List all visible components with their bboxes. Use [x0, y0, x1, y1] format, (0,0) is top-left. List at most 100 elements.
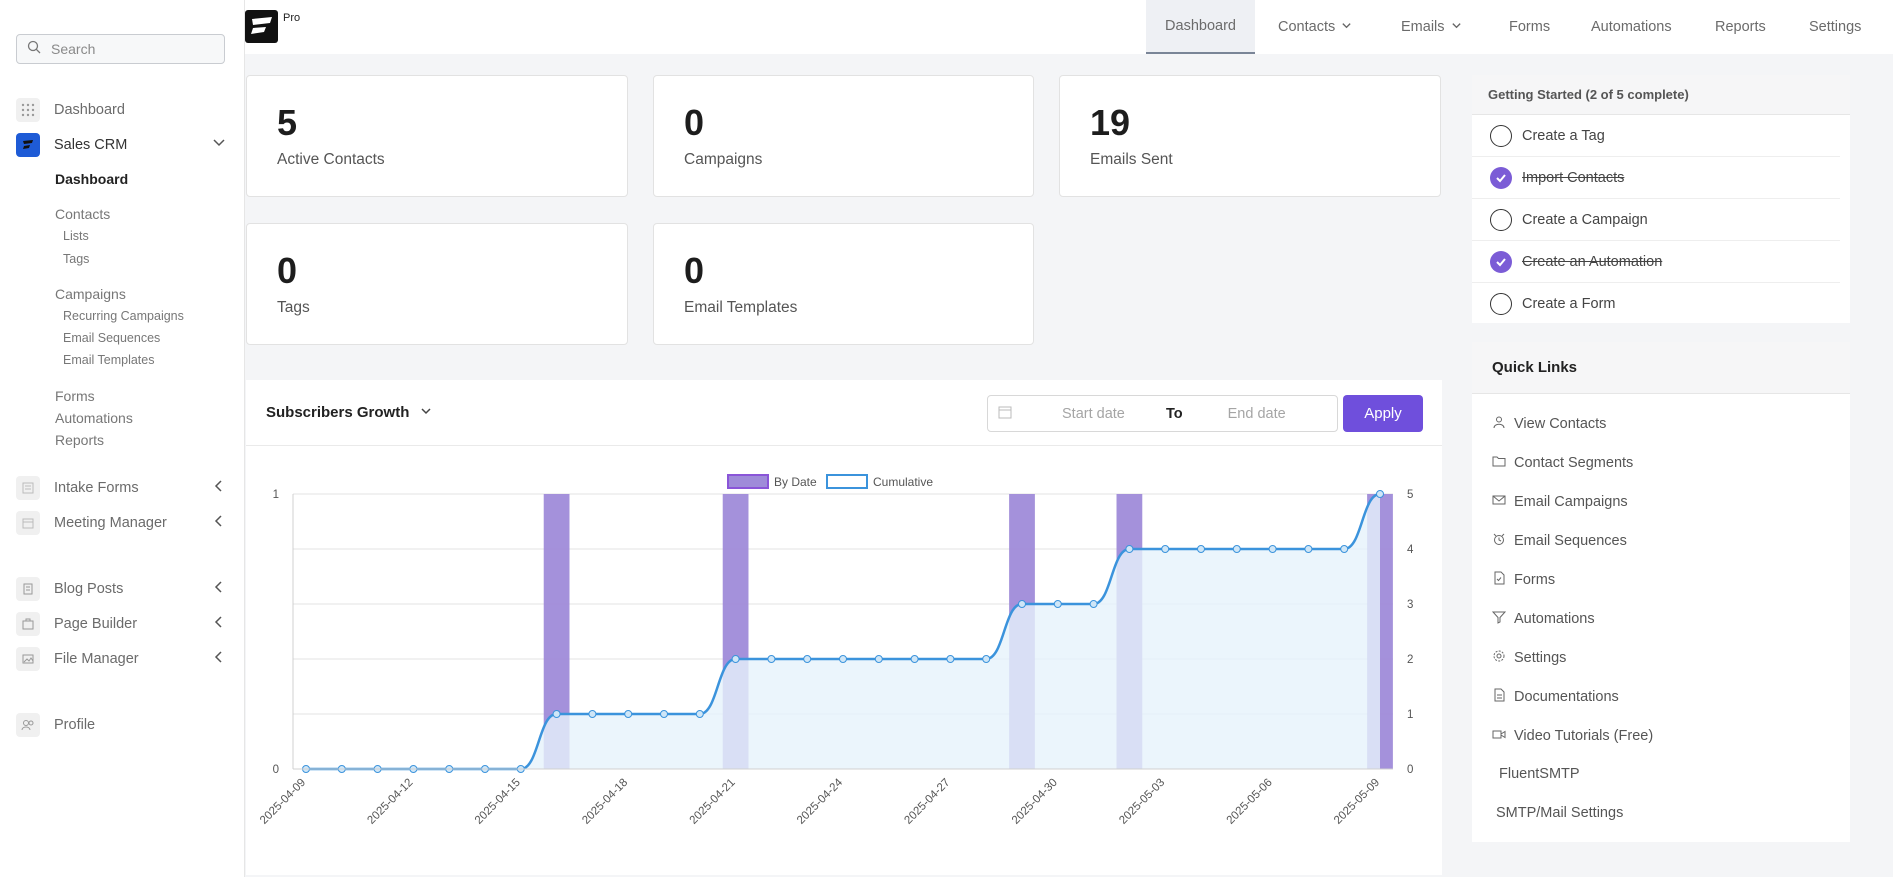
task-label: Create an Automation: [1522, 253, 1663, 270]
cumulative-point: [839, 655, 847, 663]
sidebar-lists[interactable]: Lists: [63, 229, 89, 243]
cumulative-point: [1018, 600, 1026, 608]
sidebar-item-intake-forms[interactable]: Intake Forms: [16, 475, 226, 501]
link-label: Email Campaigns: [1514, 494, 1628, 510]
cumulative-point: [1376, 490, 1384, 498]
nav-emails[interactable]: Emails: [1401, 0, 1462, 54]
cumulative-point: [1340, 545, 1349, 553]
x-tick-label: 2025-04-09: [258, 777, 308, 827]
stat-card-email-templates[interactable]: 0 Email Templates: [653, 223, 1034, 345]
sidebar-reports[interactable]: Reports: [55, 432, 105, 448]
nav-dashboard[interactable]: Dashboard: [1146, 0, 1255, 54]
nav-reports[interactable]: Reports: [1715, 0, 1766, 54]
sidebar-contacts[interactable]: Contacts: [55, 206, 111, 222]
sidebar-campaigns[interactable]: Campaigns: [55, 286, 126, 302]
end-date-input[interactable]: End date: [1227, 405, 1286, 422]
task-create-automation[interactable]: Create an Automation: [1472, 241, 1840, 283]
link-fluentsmtp[interactable]: FluentSMTP: [1499, 766, 1580, 782]
task-create-tag[interactable]: Create a Tag: [1472, 115, 1840, 157]
nav-label: Dashboard: [1165, 18, 1236, 34]
cumulative-point: [1053, 600, 1062, 608]
link-label: Email Sequences: [1514, 533, 1627, 549]
y-right-tick-label: 1: [1407, 709, 1413, 721]
link-view-contacts[interactable]: View Contacts: [1492, 415, 1606, 433]
legend-label: Cumulative: [873, 475, 933, 489]
start-date-input[interactable]: Start date: [1062, 405, 1125, 422]
sidebar-item-sales-crm[interactable]: Sales CRM: [16, 132, 226, 158]
quick-links-panel: Quick Links View Contacts Contact Segmen…: [1472, 342, 1850, 842]
apply-button[interactable]: Apply: [1343, 395, 1423, 432]
stat-card-active-contacts[interactable]: 5 Active Contacts: [246, 75, 628, 197]
link-email-sequences[interactable]: Email Sequences: [1492, 532, 1627, 550]
task-label: Create a Tag: [1522, 127, 1605, 144]
legend-label: By Date: [774, 475, 817, 489]
nav-forms[interactable]: Forms: [1509, 0, 1550, 54]
cumulative-point: [588, 710, 597, 718]
link-email-campaigns[interactable]: Email Campaigns: [1492, 493, 1628, 511]
task-create-campaign[interactable]: Create a Campaign: [1472, 199, 1840, 241]
stat-value: 19: [1090, 102, 1131, 143]
search-input[interactable]: [51, 41, 211, 57]
sidebar-item-profile[interactable]: Profile: [16, 712, 226, 738]
cumulative-point: [552, 710, 561, 718]
sidebar-item-file-manager[interactable]: File Manager: [16, 646, 226, 672]
nav-settings[interactable]: Settings: [1809, 0, 1861, 54]
grid-icon: [16, 98, 40, 122]
sidebar-forms[interactable]: Forms: [55, 388, 95, 404]
link-documentations[interactable]: Documentations: [1492, 688, 1619, 706]
search-box[interactable]: [16, 34, 225, 64]
sidebar-recurring-campaigns[interactable]: Recurring Campaigns: [63, 309, 184, 323]
link-label: Video Tutorials (Free): [1514, 728, 1654, 744]
brand-logo[interactable]: [245, 10, 278, 43]
stat-value: 0: [684, 102, 705, 143]
sidebar-email-templates[interactable]: Email Templates: [63, 353, 155, 367]
nav-label: Automations: [1591, 19, 1672, 35]
link-contact-segments[interactable]: Contact Segments: [1492, 454, 1633, 472]
date-range-picker[interactable]: Start date To End date: [987, 395, 1338, 432]
stat-label: Campaigns: [684, 151, 763, 168]
subscribers-growth-card: Subscribers Growth Start date To End dat…: [246, 380, 1442, 875]
stat-value: 0: [684, 250, 705, 291]
search-icon: [27, 40, 41, 59]
nav-contacts[interactable]: Contacts: [1278, 0, 1352, 54]
funnel-icon: [1491, 610, 1514, 628]
cumulative-point: [946, 655, 955, 663]
task-label: Import Contacts: [1522, 169, 1625, 186]
sidebar-item-page-builder[interactable]: Page Builder: [16, 611, 226, 637]
task-import-contacts[interactable]: Import Contacts: [1472, 157, 1840, 199]
link-label: Contact Segments: [1514, 455, 1634, 471]
sidebar-crm-dashboard[interactable]: Dashboard: [55, 171, 129, 187]
sidebar-tags[interactable]: Tags: [63, 252, 90, 266]
sidebar-item-dashboard[interactable]: Dashboard: [16, 97, 226, 123]
link-smtp-mail-settings[interactable]: SMTP/Mail Settings: [1496, 805, 1623, 821]
sidebar-item-label: Intake Forms: [54, 480, 139, 496]
sidebar-item-label: Blog Posts: [54, 581, 124, 597]
sidebar-item-label: Meeting Manager: [54, 515, 167, 531]
sidebar-item-blog-posts[interactable]: Blog Posts: [16, 576, 226, 602]
link-video-tutorials[interactable]: Video Tutorials (Free): [1492, 727, 1653, 745]
stat-label: Emails Sent: [1090, 151, 1173, 168]
link-automations[interactable]: Automations: [1491, 610, 1595, 628]
sidebar-item-meeting-manager[interactable]: Meeting Manager: [16, 510, 226, 536]
stat-card-tags[interactable]: 0 Tags: [246, 223, 628, 345]
link-label: Settings: [1514, 650, 1567, 666]
chart-type-dropdown[interactable]: Subscribers Growth: [266, 404, 432, 421]
user-icon: [1492, 415, 1514, 433]
checkmark-icon: [1490, 250, 1512, 273]
cumulative-point: [803, 655, 812, 663]
link-label: Documentations: [1514, 689, 1619, 705]
stat-card-campaigns[interactable]: 0 Campaigns: [653, 75, 1034, 197]
stat-card-emails-sent[interactable]: 19 Emails Sent: [1059, 75, 1441, 197]
document-icon: [1492, 688, 1514, 706]
link-label: Automations: [1514, 611, 1595, 627]
chevron-left-icon: [212, 615, 226, 633]
sidebar-email-sequences[interactable]: Email Sequences: [63, 331, 161, 345]
subscribers-growth-chart: 0 1 2 3 4 5 0 1 2025-04-09 2025-04-12 2025-04-15 20…: [258, 474, 1414, 827]
link-forms[interactable]: Forms: [1492, 571, 1555, 589]
task-create-form[interactable]: Create a Form: [1472, 283, 1840, 325]
nav-automations[interactable]: Automations: [1591, 0, 1672, 54]
chevron-left-icon: [212, 580, 226, 598]
link-settings[interactable]: Settings: [1492, 649, 1566, 667]
sidebar-automations[interactable]: Automations: [55, 410, 133, 426]
sidebar-item-label: Page Builder: [54, 616, 138, 632]
